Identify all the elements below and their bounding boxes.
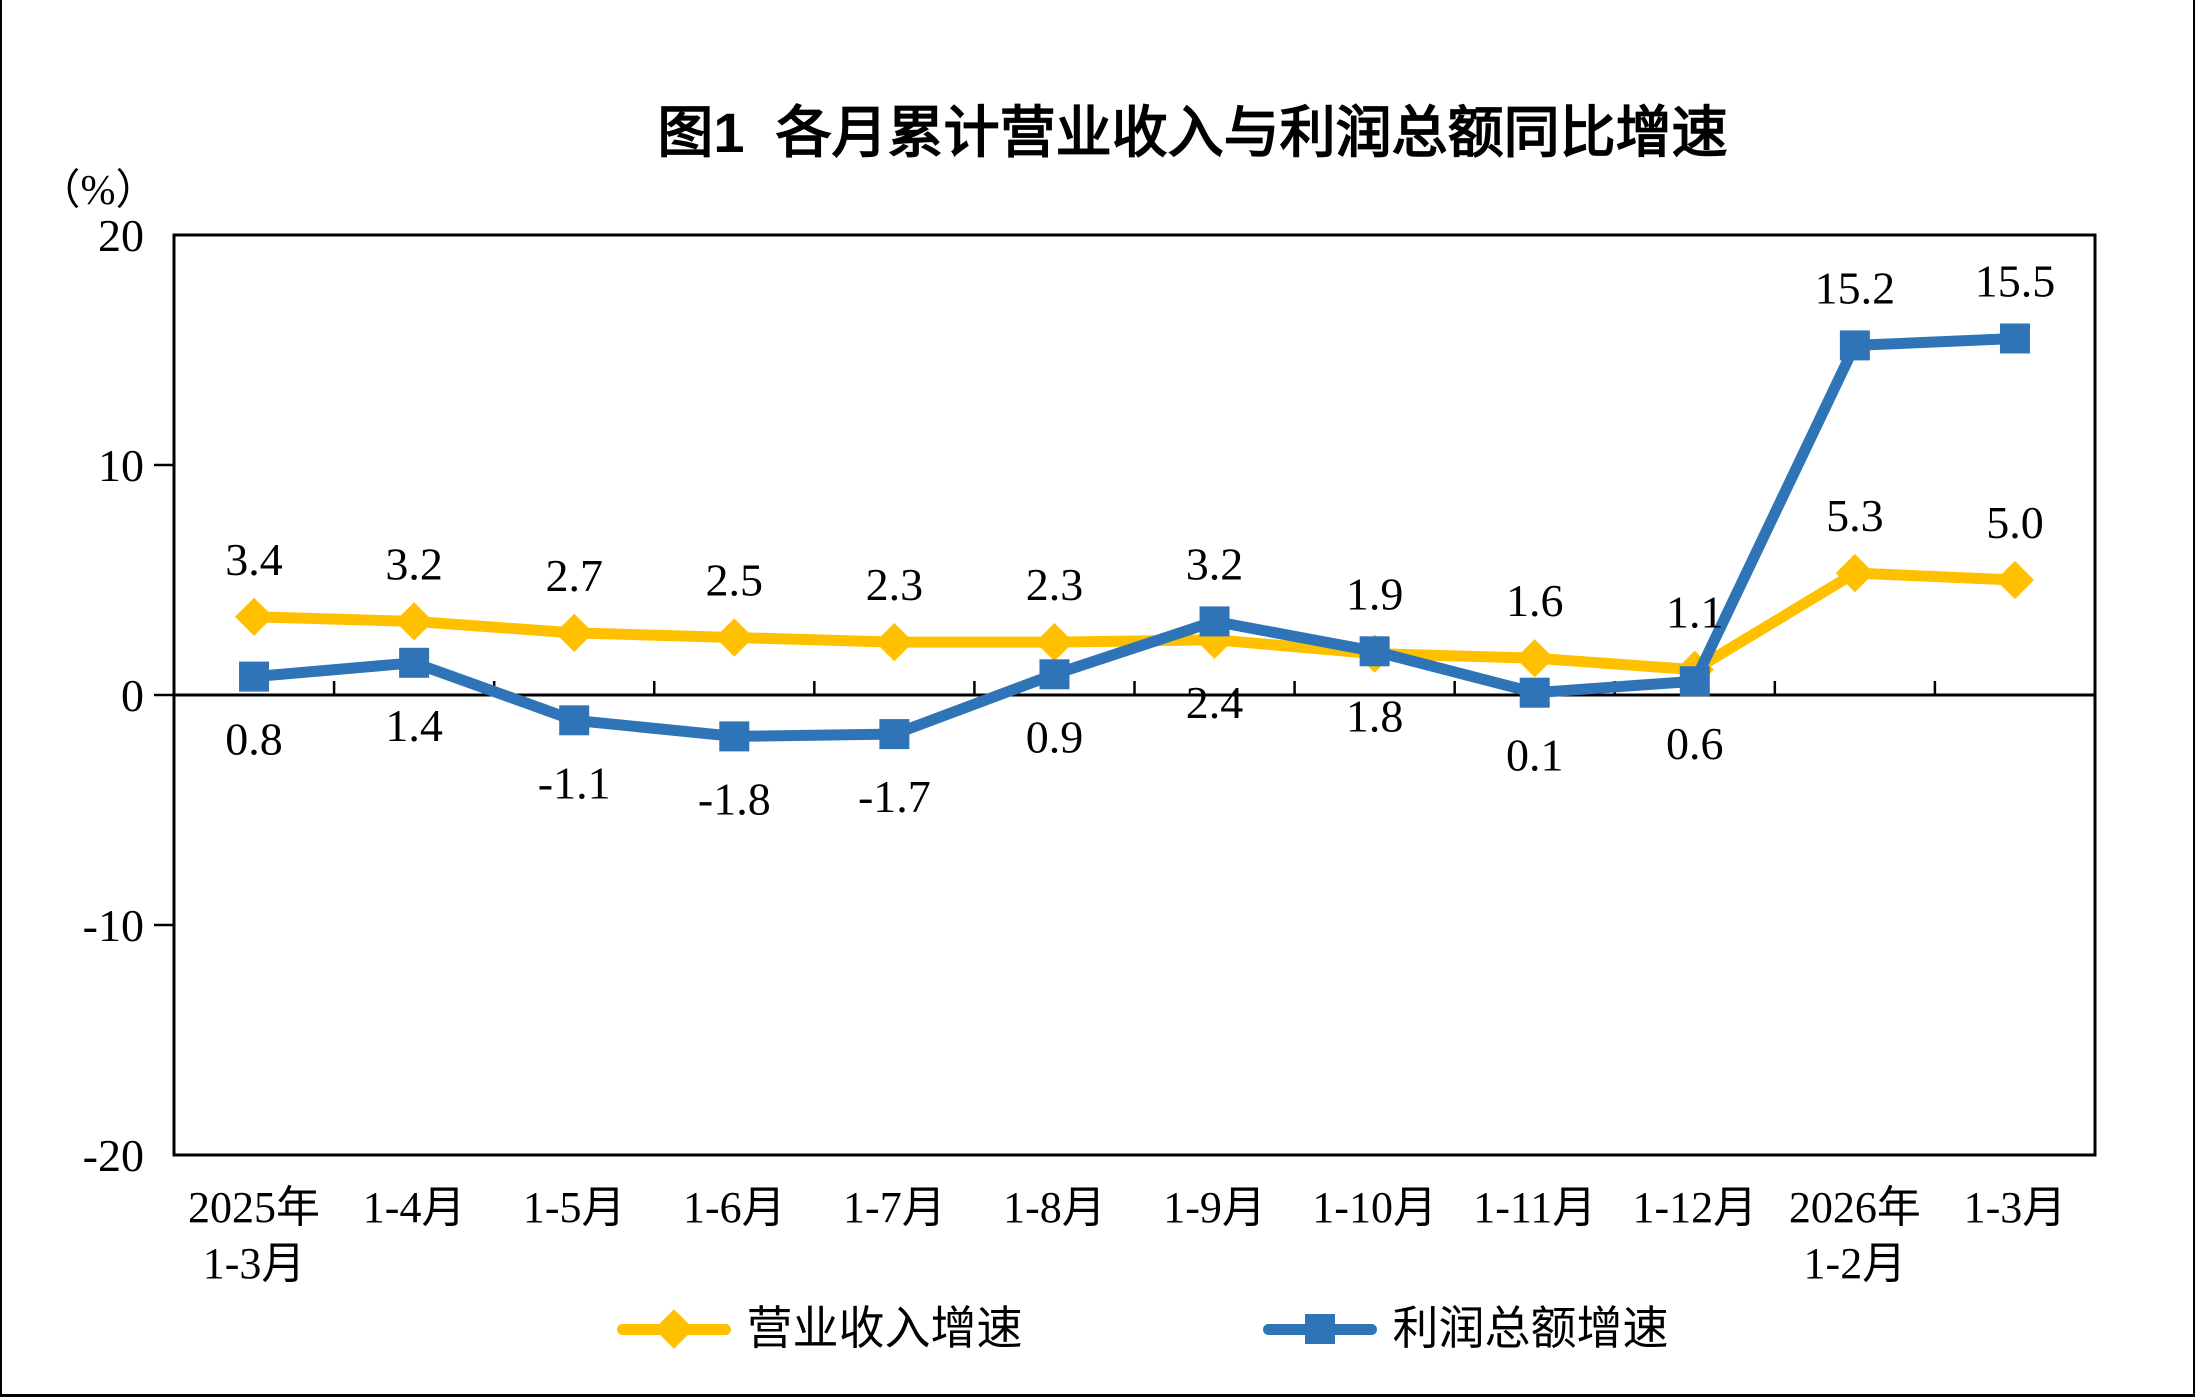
data-label: 0.1 bbox=[1506, 730, 1564, 781]
x-category-label: 1-12月 bbox=[1632, 1183, 1757, 1232]
data-point-marker bbox=[879, 719, 910, 750]
y-tick-label: 10 bbox=[98, 440, 144, 491]
data-label: 2.4 bbox=[1186, 677, 1244, 728]
data-label: 0.8 bbox=[225, 714, 283, 765]
data-label: 2.3 bbox=[1026, 559, 1084, 610]
series-line-0 bbox=[253, 567, 2016, 676]
y-tick-label: -10 bbox=[83, 900, 144, 951]
y-tick-label: -20 bbox=[83, 1130, 144, 1181]
legend-label-profit: 利润总额增速 bbox=[1392, 1303, 1669, 1354]
data-label: 1.6 bbox=[1506, 575, 1564, 626]
data-point-marker bbox=[234, 597, 274, 636]
data-label: 3.4 bbox=[225, 534, 283, 585]
data-point-marker bbox=[1039, 659, 1070, 690]
data-label: 1.9 bbox=[1346, 568, 1404, 619]
data-label: 5.3 bbox=[1826, 490, 1884, 541]
legend-item-profit-growth: 利润总额增速 bbox=[1262, 1303, 1669, 1354]
x-category-label: 1-4月 bbox=[363, 1183, 466, 1232]
series-line-1 bbox=[253, 333, 2016, 742]
data-label: 5.0 bbox=[1986, 497, 2044, 548]
data-label: 2.7 bbox=[545, 550, 603, 601]
data-label: -1.7 bbox=[858, 771, 931, 822]
data-point-marker bbox=[715, 618, 754, 657]
x-category-label: 1-8月 bbox=[1003, 1183, 1106, 1232]
data-point-marker bbox=[1999, 323, 2030, 354]
square-marker-icon bbox=[1262, 1314, 1377, 1344]
data-label: 0.6 bbox=[1666, 718, 1724, 769]
x-category-label: 1-3月 bbox=[1964, 1183, 2067, 1232]
data-label: 3.2 bbox=[1186, 538, 1244, 589]
data-point-marker bbox=[1679, 666, 1710, 697]
x-category-label: 2026年 bbox=[1789, 1183, 1921, 1232]
x-category-label: 1-9月 bbox=[1163, 1183, 1266, 1232]
chart-legend: 营业收入增速 利润总额增速 bbox=[47, 1303, 2193, 1354]
data-label: -1.8 bbox=[698, 773, 771, 824]
chart-title: 图1 各月累计营业收入与利润总额同比增速 bbox=[657, 101, 1728, 164]
data-label: 15.2 bbox=[1815, 262, 1896, 313]
data-label: 1.8 bbox=[1346, 691, 1404, 742]
data-point-marker bbox=[555, 613, 594, 652]
x-category-label: 1-11月 bbox=[1473, 1183, 1596, 1232]
x-category-label: 1-6月 bbox=[683, 1183, 786, 1232]
data-label: 2.5 bbox=[706, 555, 764, 606]
legend-label-revenue: 营业收入增速 bbox=[746, 1303, 1023, 1354]
data-point-marker bbox=[719, 721, 750, 752]
x-category-label: 1-10月 bbox=[1312, 1183, 1437, 1232]
x-category-label: 1-5月 bbox=[523, 1183, 626, 1232]
data-point-marker bbox=[559, 705, 590, 736]
data-point-marker bbox=[239, 661, 270, 692]
data-point-marker bbox=[875, 623, 914, 662]
data-label: 1.4 bbox=[385, 700, 443, 751]
data-point-marker bbox=[1835, 554, 1874, 593]
data-point-marker bbox=[1515, 639, 1554, 678]
y-tick-label: 20 bbox=[98, 210, 144, 261]
diamond-marker-icon bbox=[616, 1309, 731, 1349]
data-point-marker bbox=[1035, 623, 1074, 662]
x-category-label: 1-2月 bbox=[1804, 1239, 1907, 1288]
data-label: 1.1 bbox=[1666, 587, 1724, 638]
data-point-marker bbox=[395, 602, 434, 641]
data-label: 2.3 bbox=[866, 559, 924, 610]
data-label: -1.1 bbox=[538, 757, 611, 808]
y-axis-unit-label: （%） bbox=[39, 168, 158, 214]
y-tick-label: 0 bbox=[121, 670, 144, 721]
x-category-label: 2025年 bbox=[188, 1183, 320, 1232]
data-point-marker bbox=[1359, 636, 1390, 667]
data-point-marker bbox=[1995, 560, 2035, 600]
legend-item-revenue-growth: 营业收入增速 bbox=[616, 1303, 1023, 1354]
data-point-marker bbox=[1839, 330, 1870, 361]
data-point-marker bbox=[399, 647, 430, 678]
data-point-marker bbox=[1519, 677, 1550, 708]
data-label: 3.2 bbox=[385, 538, 443, 589]
data-point-marker bbox=[1199, 606, 1230, 637]
data-label: 15.5 bbox=[1975, 256, 2056, 307]
data-label: 0.9 bbox=[1026, 711, 1084, 762]
x-category-label: 1-7月 bbox=[843, 1183, 946, 1232]
x-category-label: 1-3月 bbox=[203, 1239, 306, 1288]
